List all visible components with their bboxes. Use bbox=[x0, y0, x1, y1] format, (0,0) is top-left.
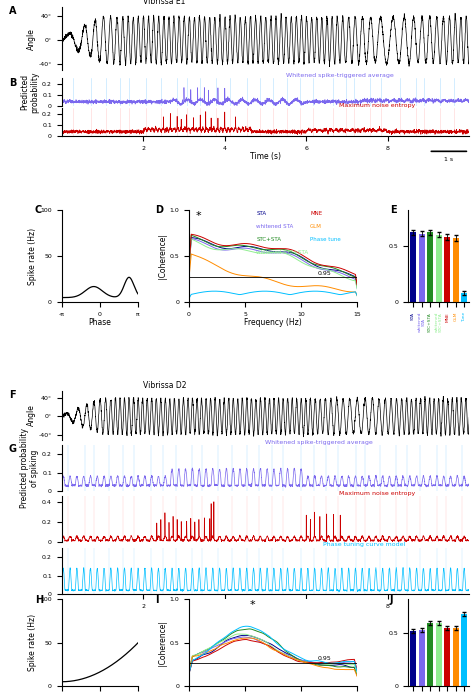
Bar bbox=[436, 235, 442, 302]
Bar bbox=[444, 628, 450, 686]
Text: MNE: MNE bbox=[310, 211, 322, 216]
Bar bbox=[419, 630, 425, 686]
Text: *: * bbox=[249, 600, 255, 611]
Y-axis label: Predicted
probability: Predicted probability bbox=[20, 71, 39, 113]
X-axis label: Time (s): Time (s) bbox=[250, 152, 281, 161]
Text: D: D bbox=[155, 205, 164, 216]
Text: Maximum noise entropy: Maximum noise entropy bbox=[339, 491, 415, 496]
Text: 1 s: 1 s bbox=[444, 157, 454, 162]
Text: STC+STA: STC+STA bbox=[256, 237, 281, 242]
Text: STA: STA bbox=[256, 211, 266, 216]
Text: whitened STC+STA: whitened STC+STA bbox=[256, 249, 309, 254]
Text: 1 s: 1 s bbox=[444, 629, 454, 633]
Text: F: F bbox=[9, 390, 15, 400]
X-axis label: Time (s): Time (s) bbox=[250, 610, 281, 619]
Bar bbox=[461, 293, 467, 302]
Bar bbox=[453, 238, 459, 302]
Text: Whitened spike-triggered average: Whitened spike-triggered average bbox=[265, 439, 373, 444]
Y-axis label: |Coherence|: |Coherence| bbox=[158, 620, 167, 666]
Text: GLM: GLM bbox=[310, 224, 322, 229]
Text: 0.95: 0.95 bbox=[318, 270, 332, 276]
Y-axis label: Predicted probability
of spiking: Predicted probability of spiking bbox=[20, 428, 39, 508]
Text: Vibrissa E1: Vibrissa E1 bbox=[143, 0, 185, 6]
Text: J: J bbox=[390, 595, 393, 605]
Text: Whitened spike-triggered average: Whitened spike-triggered average bbox=[286, 73, 393, 78]
Text: 0.95: 0.95 bbox=[318, 656, 332, 661]
Text: C: C bbox=[35, 205, 42, 216]
Bar bbox=[410, 631, 416, 686]
Text: *: * bbox=[196, 211, 201, 221]
Text: Phase tuning curve model: Phase tuning curve model bbox=[322, 543, 405, 547]
Y-axis label: Angle: Angle bbox=[27, 28, 36, 50]
Text: A: A bbox=[9, 6, 16, 16]
Y-axis label: Spike rate (Hz): Spike rate (Hz) bbox=[28, 227, 37, 285]
Text: B: B bbox=[9, 78, 16, 88]
Bar bbox=[427, 232, 433, 302]
Y-axis label: Angle: Angle bbox=[27, 404, 36, 426]
X-axis label: Phase: Phase bbox=[88, 318, 111, 327]
Text: Vibrissa D2: Vibrissa D2 bbox=[143, 381, 187, 390]
Bar bbox=[444, 237, 450, 302]
Bar bbox=[436, 623, 442, 686]
X-axis label: Frequency (Hz): Frequency (Hz) bbox=[244, 318, 302, 327]
Bar bbox=[410, 232, 416, 302]
Bar bbox=[461, 614, 467, 686]
Text: Maximum noise entropy: Maximum noise entropy bbox=[339, 103, 415, 108]
Text: H: H bbox=[35, 595, 43, 605]
Text: Phase tune: Phase tune bbox=[310, 237, 341, 242]
Text: I: I bbox=[155, 595, 159, 605]
Text: G: G bbox=[9, 444, 17, 454]
Text: E: E bbox=[390, 205, 396, 216]
Bar bbox=[427, 623, 433, 686]
Y-axis label: Spike rate (Hz): Spike rate (Hz) bbox=[28, 614, 37, 672]
Bar bbox=[419, 234, 425, 302]
Bar bbox=[453, 628, 459, 686]
Y-axis label: |Coherence|: |Coherence| bbox=[158, 233, 167, 279]
Text: whitened STA: whitened STA bbox=[256, 224, 293, 229]
